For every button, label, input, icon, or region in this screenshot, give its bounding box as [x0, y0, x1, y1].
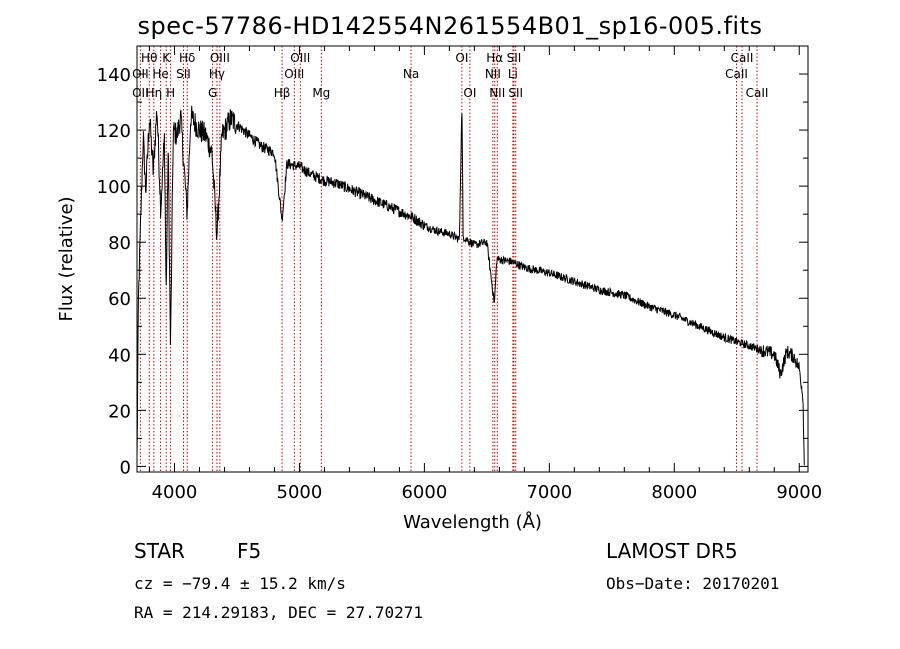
- spectral-line-label: Hβ: [274, 86, 291, 100]
- survey-name: LAMOST DR5: [606, 539, 738, 563]
- observation-date: Obs−Date: 20170201: [606, 574, 780, 593]
- x-axis-label: Wavelength (Å): [403, 511, 542, 533]
- spectral-line-label: Hθ: [141, 51, 157, 65]
- spectral-line-label: Li: [508, 67, 518, 81]
- spectral-line-label: OIII: [284, 67, 304, 81]
- spectral-line-label: Mg: [312, 86, 330, 100]
- y-tick-label: 20: [108, 401, 131, 422]
- spectral-line-label: SII: [176, 67, 191, 81]
- spectral-line-label: OIII: [210, 51, 230, 65]
- spectral-line-label: SII: [508, 86, 523, 100]
- y-tick-label: 60: [108, 289, 131, 310]
- spectral-line-label: Hγ: [209, 67, 225, 81]
- object-subclass: F5: [237, 539, 262, 563]
- y-tick-label: 40: [108, 345, 131, 366]
- x-tick-label: 6000: [401, 482, 447, 503]
- y-tick-label: 140: [97, 65, 131, 86]
- y-tick-label: 120: [97, 121, 131, 142]
- spectral-line-label: CaII: [731, 51, 754, 65]
- spectral-line-label: NII: [489, 86, 505, 100]
- y-tick-label: 0: [120, 457, 131, 478]
- y-axis-label: Flux (relative): [56, 196, 77, 321]
- spectral-line-label: CaII: [725, 67, 748, 81]
- x-axis-ticks: 4000 5000 6000 7000 8000 9000: [148, 46, 822, 503]
- y-tick-label: 80: [108, 233, 131, 254]
- spectrum-line: [136, 105, 805, 466]
- spectral-line-label: OI: [455, 51, 468, 65]
- y-tick-label: 100: [97, 177, 131, 198]
- spectral-line-markers: [139, 46, 758, 472]
- spectral-line-label: Hη: [146, 86, 163, 100]
- spectral-line-label: Na: [403, 67, 419, 81]
- chart-title: spec-57786-HD142554N261554B01_sp16-005.f…: [137, 12, 763, 40]
- x-tick-label: 7000: [526, 482, 572, 503]
- x-tick-label: 4000: [152, 482, 198, 503]
- x-tick-label: 5000: [277, 482, 323, 503]
- coordinates: RA = 214.29183, DEC = 27.70271: [134, 603, 423, 622]
- spectral-line-label: He: [152, 67, 168, 81]
- spectral-line-label: G: [208, 86, 217, 100]
- redshift-velocity: cz = −79.4 ± 15.2 km/s: [134, 574, 346, 593]
- object-class: STAR: [134, 539, 185, 563]
- x-tick-label: 8000: [651, 482, 697, 503]
- spectral-line-label: NII: [485, 67, 501, 81]
- spectral-line-label: Hδ: [179, 51, 195, 65]
- spectral-line-label: OII: [132, 86, 149, 100]
- spectral-line-label: Hα: [486, 51, 503, 65]
- spectral-line-label: CaII: [746, 86, 769, 100]
- spectral-line-labels: Hθ K Hδ OIII OIII OI Hα SII CaII OII He SII Hγ OIII Na…: [132, 51, 768, 100]
- spectral-line-label: OI: [463, 86, 476, 100]
- plot-frame: [136, 45, 809, 473]
- spectral-line-label: H: [166, 86, 175, 100]
- x-tick-label: 9000: [776, 482, 822, 503]
- spectral-line-label: OIII: [290, 51, 310, 65]
- y-axis-ticks: 0 20 40 60 80 100 120 140: [97, 65, 808, 478]
- spectral-line-label: K: [162, 51, 171, 65]
- spectral-line-label: SII: [507, 51, 522, 65]
